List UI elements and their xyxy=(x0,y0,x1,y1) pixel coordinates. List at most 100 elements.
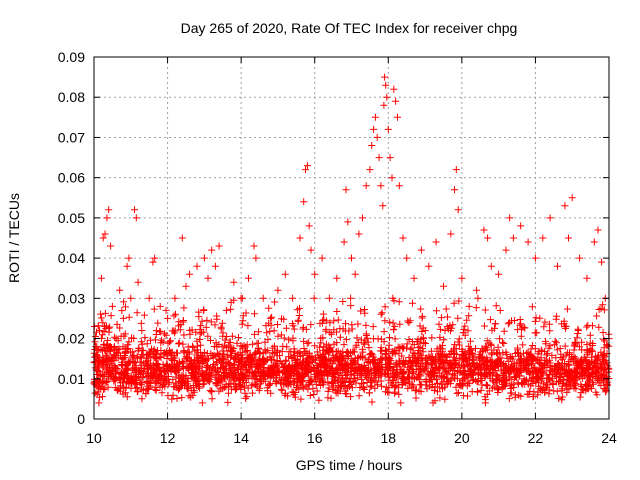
data-point xyxy=(362,373,370,381)
data-point xyxy=(472,345,479,352)
data-point xyxy=(373,133,381,141)
data-point xyxy=(213,312,221,320)
data-point xyxy=(464,392,471,400)
data-point xyxy=(488,384,496,392)
data-point xyxy=(213,368,221,375)
data-point xyxy=(378,369,386,377)
data-point xyxy=(468,360,476,368)
data-point xyxy=(573,376,581,384)
data-point xyxy=(417,381,425,389)
data-point xyxy=(119,355,127,362)
data-point xyxy=(588,353,596,361)
data-point xyxy=(151,254,159,262)
data-point xyxy=(120,298,128,306)
data-point xyxy=(377,377,385,385)
data-point xyxy=(348,321,356,329)
data-point xyxy=(578,383,586,391)
data-point xyxy=(336,333,344,341)
data-point xyxy=(313,387,321,395)
data-point xyxy=(395,182,403,190)
data-point xyxy=(220,341,228,349)
data-point xyxy=(447,230,455,238)
data-point xyxy=(338,372,346,379)
data-point xyxy=(178,234,186,242)
data-point xyxy=(592,362,600,370)
data-point xyxy=(381,303,389,311)
data-point xyxy=(386,154,394,162)
data-point xyxy=(152,336,159,344)
data-point xyxy=(479,358,487,366)
data-point xyxy=(111,333,119,341)
data-point xyxy=(573,334,581,342)
data-point xyxy=(570,377,578,385)
data-point xyxy=(312,370,320,378)
data-point xyxy=(409,382,417,390)
data-point xyxy=(495,355,503,363)
data-point xyxy=(357,367,365,375)
data-point xyxy=(234,350,242,358)
data-point xyxy=(168,395,176,403)
data-point xyxy=(189,391,197,399)
data-point xyxy=(543,351,551,359)
data-point xyxy=(559,355,566,363)
data-point xyxy=(150,305,158,313)
data-point xyxy=(390,325,398,333)
data-point xyxy=(233,339,241,347)
data-point xyxy=(396,320,404,328)
data-point xyxy=(600,306,608,314)
data-point xyxy=(99,356,107,364)
data-point xyxy=(152,365,160,373)
data-point xyxy=(598,364,605,372)
data-point xyxy=(320,350,327,358)
data-point xyxy=(198,317,206,325)
data-point xyxy=(122,303,129,311)
data-point xyxy=(339,325,347,333)
data-point xyxy=(259,368,267,376)
data-point xyxy=(317,356,325,364)
data-point xyxy=(377,344,385,352)
data-point xyxy=(361,309,369,317)
data-point xyxy=(419,324,427,332)
data-point xyxy=(116,286,124,294)
data-point xyxy=(561,202,569,210)
data-point xyxy=(465,342,473,350)
data-point xyxy=(438,372,445,380)
data-point xyxy=(196,377,204,385)
data-point xyxy=(475,353,483,361)
data-point xyxy=(166,363,173,370)
data-point xyxy=(250,370,258,378)
data-point xyxy=(203,376,211,383)
data-point xyxy=(565,370,573,378)
data-point xyxy=(447,350,455,358)
data-point xyxy=(515,359,523,367)
x-tick-label: 16 xyxy=(307,430,323,446)
data-point xyxy=(382,81,390,89)
data-point xyxy=(571,340,579,348)
data-point xyxy=(210,351,218,359)
data-point xyxy=(127,294,135,302)
data-point xyxy=(295,349,303,357)
data-point xyxy=(228,352,235,360)
data-point xyxy=(477,386,485,394)
data-point xyxy=(305,381,313,389)
data-point xyxy=(202,323,210,331)
data-point xyxy=(386,363,394,371)
data-point xyxy=(259,294,267,302)
data-point xyxy=(601,385,609,393)
data-point xyxy=(554,378,562,386)
data-point xyxy=(286,377,294,385)
data-point xyxy=(509,355,517,363)
data-point xyxy=(319,334,327,342)
data-point xyxy=(231,350,239,358)
data-point xyxy=(368,142,376,149)
data-point xyxy=(125,359,133,367)
x-tick-label: 10 xyxy=(86,430,102,446)
data-point xyxy=(251,330,258,338)
data-point xyxy=(474,294,482,302)
data-point xyxy=(488,349,496,357)
data-point xyxy=(179,371,187,379)
data-point xyxy=(318,361,326,369)
data-point xyxy=(261,338,269,346)
data-point xyxy=(208,246,216,254)
data-point xyxy=(368,398,376,406)
